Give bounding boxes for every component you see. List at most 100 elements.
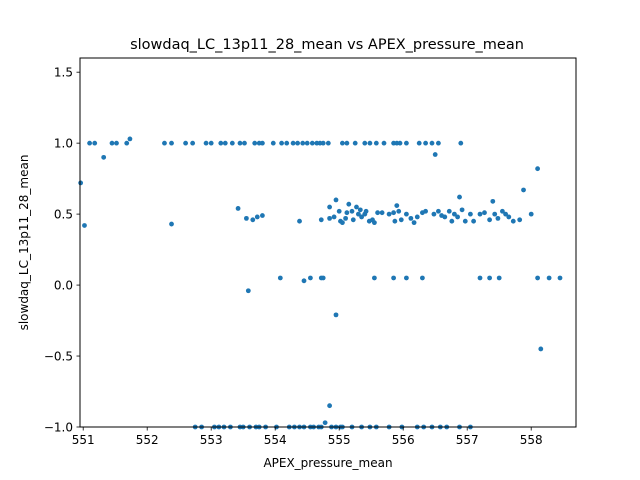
data-point (340, 140, 345, 146)
data-point (432, 152, 438, 157)
data-point (290, 140, 296, 146)
data-point (535, 166, 540, 172)
y-tick-label: 1.5 (54, 65, 73, 79)
data-point (521, 187, 526, 193)
data-point (492, 211, 498, 217)
y-tick-label: 0.0 (54, 278, 73, 292)
data-point (458, 140, 464, 146)
data-point (208, 140, 214, 146)
data-point (487, 275, 492, 281)
y-tick-label: −1.0 (44, 420, 73, 434)
data-point (404, 211, 409, 217)
data-point (503, 211, 508, 217)
data-point (237, 140, 243, 146)
data-point (372, 275, 377, 281)
data-point (308, 275, 313, 281)
data-point (423, 140, 428, 146)
x-tick-label: 554 (264, 433, 287, 447)
data-point (487, 217, 492, 223)
data-point (517, 217, 523, 223)
data-point (333, 197, 339, 203)
data-point (92, 140, 98, 146)
data-point (277, 275, 283, 281)
data-point (343, 215, 348, 221)
x-tick-label: 556 (392, 433, 415, 447)
y-axis-label: slowdaq_LC_13p11_28_mean (17, 155, 31, 331)
data-point (162, 140, 167, 146)
data-point (336, 208, 342, 214)
data-point (229, 140, 235, 146)
data-point (279, 140, 284, 146)
data-point (495, 215, 501, 221)
data-point (318, 217, 324, 223)
data-point (169, 140, 174, 146)
data-point (510, 218, 516, 224)
data-point (344, 210, 350, 216)
data-point (352, 140, 358, 146)
data-point (535, 275, 540, 281)
data-point (396, 208, 402, 214)
data-point (442, 214, 448, 220)
data-point (270, 140, 276, 146)
data-point (114, 140, 119, 146)
data-point (242, 140, 247, 146)
data-point (490, 198, 496, 204)
x-tick-label: 558 (520, 433, 543, 447)
data-point (183, 140, 189, 146)
data-point (462, 218, 468, 224)
x-axis-ticks: 551 552 553 554 555 556 557 558 (72, 427, 543, 447)
data-point (457, 194, 462, 200)
data-point (367, 140, 373, 146)
data-point (449, 218, 455, 224)
data-point (381, 140, 387, 146)
data-point (245, 288, 251, 294)
data-point (359, 214, 364, 220)
data-point (446, 208, 452, 214)
data-point (398, 217, 404, 223)
data-point (379, 210, 385, 216)
data-point (327, 215, 332, 221)
data-point (190, 140, 196, 146)
data-point (375, 210, 380, 216)
data-point (260, 213, 265, 218)
data-point (325, 140, 331, 146)
data-point (471, 218, 476, 224)
data-point (436, 208, 441, 214)
data-point (340, 220, 345, 226)
data-point (452, 211, 457, 217)
data-point (391, 210, 396, 216)
data-point (260, 140, 265, 146)
data-point (109, 140, 115, 146)
data-point (309, 140, 315, 146)
data-point (546, 275, 552, 281)
data-point (386, 211, 392, 217)
data-point (252, 140, 258, 146)
y-tick-label: −0.5 (44, 349, 73, 363)
data-point (538, 346, 544, 352)
data-point (477, 211, 483, 217)
data-point (372, 220, 377, 226)
data-point (301, 278, 307, 284)
data-point (218, 140, 224, 146)
data-point (297, 218, 302, 224)
data-point (344, 140, 350, 146)
data-point (331, 214, 337, 220)
data-point (295, 140, 300, 146)
data-point (373, 140, 379, 146)
data-point (101, 154, 107, 160)
data-point (500, 208, 505, 214)
data-point (333, 312, 339, 318)
data-point (363, 208, 369, 214)
data-point (244, 215, 249, 221)
data-point (250, 217, 256, 223)
data-point (459, 207, 465, 213)
x-tick-label: 553 (200, 433, 223, 447)
data-point (327, 403, 332, 409)
x-tick-label: 557 (456, 433, 479, 447)
data-point (431, 211, 437, 217)
y-tick-label: 1.0 (54, 136, 73, 150)
data-point (429, 140, 435, 146)
y-axis-ticks: −1.0 −0.5 0.0 0.5 1.0 1.5 (44, 65, 80, 434)
